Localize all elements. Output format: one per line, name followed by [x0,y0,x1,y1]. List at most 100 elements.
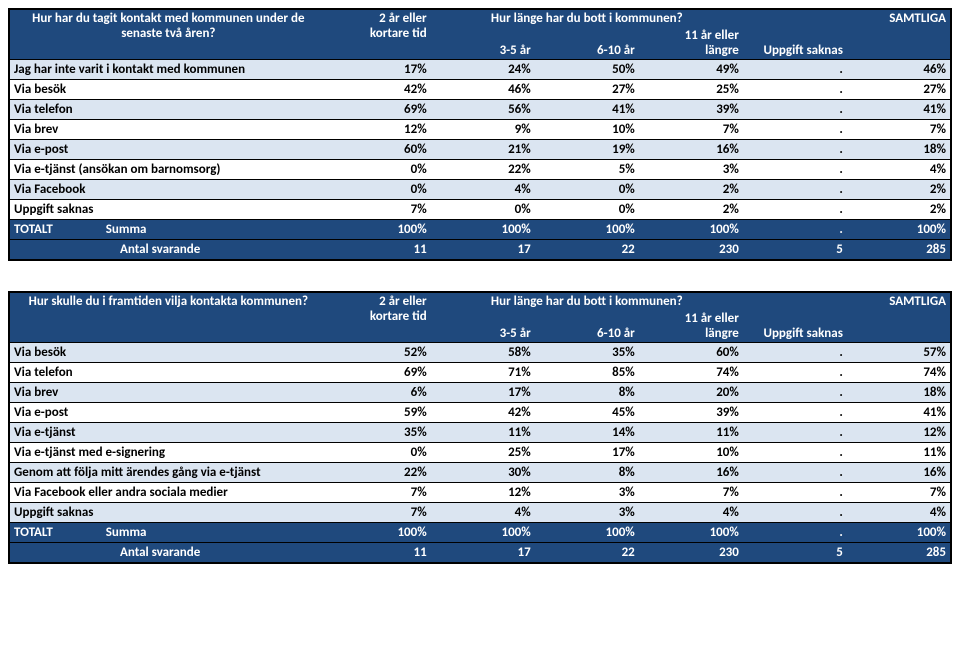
t1-total: 7% [847,120,951,140]
t1-cell: 19% [535,140,639,160]
t1-antal-row: Antal svarande 11 17 22 230 5 285 [9,240,951,261]
t1-cell: . [743,120,847,140]
t2-cell: 8% [535,383,639,403]
t1-row-label: Via e-tjänst (ansökan om barnomsorg) [9,160,327,180]
t2-total: 74% [847,363,951,383]
t2-summa-1: 100% [431,523,535,543]
t1-row-label: Via e-post [9,140,327,160]
t1-cell: 12% [327,120,431,140]
t2-antal-4: 5 [743,543,847,564]
t2-row-label: Uppgift saknas [9,503,327,523]
t2-antal-2: 22 [535,543,639,564]
t1-col2: 6-10 år [535,27,639,60]
t1-cell: . [743,60,847,80]
t1-cell: 10% [535,120,639,140]
t2-cell: 74% [639,363,743,383]
t1-antal-label: Antal svarande [9,240,327,261]
table-row: Genom att följa mitt ärendes gång via e-… [9,463,951,483]
table-row: Via brev12%9%10%7%.7% [9,120,951,140]
t1-cell: 22% [431,160,535,180]
t1-cell: 0% [431,200,535,220]
t2-cell: 8% [535,463,639,483]
t2-row-label: Genom att följa mitt ärendes gång via e-… [9,463,327,483]
t2-antal-t: 285 [847,543,951,564]
t1-cell: 69% [327,100,431,120]
t2-cell: 17% [431,383,535,403]
t2-summa-t: 100% [847,523,951,543]
table-row: Via e-tjänst med e-signering0%25%17%10%.… [9,443,951,463]
t1-samtliga: SAMTLIGA [847,9,951,27]
t1-col4: Uppgift saknas [743,27,847,60]
t1-cell: . [743,80,847,100]
t2-antal-row: Antal svarande 11 17 22 230 5 285 [9,543,951,564]
t1-antal-1: 17 [431,240,535,261]
t1-cell: 39% [639,100,743,120]
table-row: Via besök42%46%27%25%.27% [9,80,951,100]
t1-cell: 16% [639,140,743,160]
t2-col3-l2: längre [643,326,739,341]
t1-summa-3: 100% [639,220,743,240]
t1-question: Hur har du tagit kontakt med kommunen un… [9,9,327,60]
t1-summa-label: Summa [106,222,147,237]
t1-top-header: Hur länge har du bott i kommunen? [431,9,743,27]
table-row: Via e-post60%21%19%16%.18% [9,140,951,160]
table-row: Via telefon69%71%85%74%.74% [9,363,951,383]
t1-row-label: Jag har inte varit i kontakt med kommune… [9,60,327,80]
t1-summa-row: TOTALT Summa 100% 100% 100% 100% . 100% [9,220,951,240]
t2-cell: 35% [327,423,431,443]
t1-cell: 4% [431,180,535,200]
t1-col3-l1: 11 år eller [643,28,739,43]
t1-col1: 3-5 år [431,27,535,60]
t2-row-label: Via e-tjänst [9,423,327,443]
t2-total: 16% [847,463,951,483]
table-row: Uppgift saknas7%0%0%2%.2% [9,200,951,220]
t2-cell: 7% [327,503,431,523]
t1-cell: 49% [639,60,743,80]
t1-cell: . [743,200,847,220]
t2-total: 41% [847,403,951,423]
t2-cell: . [743,343,847,363]
t2-cell: 7% [639,483,743,503]
t1-col5-blank [743,9,847,27]
t1-total-label: TOTALT [14,222,53,237]
table-row: Via Facebook0%4%0%2%.2% [9,180,951,200]
t2-summa-3: 100% [639,523,743,543]
t2-row-label: Via e-post [9,403,327,423]
t2-cell: 17% [535,443,639,463]
t2-cell: 85% [535,363,639,383]
table-row: Via e-tjänst35%11%14%11%.12% [9,423,951,443]
t2-cell: 11% [639,423,743,443]
t2-cell: . [743,483,847,503]
t2-col0-l1: 2 år eller [331,294,427,309]
t2-cell: 20% [639,383,743,403]
t1-col5 [847,27,951,60]
t2-summa-label: Summa [106,525,147,540]
t1-col3: 11 år eller längre [639,27,743,60]
t2-cell: . [743,443,847,463]
t1-cell: . [743,160,847,180]
t2-total: 7% [847,483,951,503]
t1-cell: 50% [535,60,639,80]
t2-cell: . [743,383,847,403]
t2-col4: Uppgift saknas [743,310,847,343]
t2-antal-label: Antal svarande [9,543,327,564]
t1-cell: 0% [535,200,639,220]
t2-cell: 0% [327,443,431,463]
t1-row-label: Via besök [9,80,327,100]
t1-cell: 0% [327,180,431,200]
t2-col1: 3-5 år [431,310,535,343]
t2-cell: 14% [535,423,639,443]
t1-cell: 17% [327,60,431,80]
t2-col0: 2 år eller kortare tid [327,292,431,343]
t1-row-label: Via brev [9,120,327,140]
t2-total: 11% [847,443,951,463]
t1-cell: 0% [535,180,639,200]
table-contact-past: Hur har du tagit kontakt med kommunen un… [8,8,952,261]
t1-summa-t: 100% [847,220,951,240]
t2-cell: . [743,503,847,523]
t1-row-label: Uppgift saknas [9,200,327,220]
t2-cell: 59% [327,403,431,423]
t2-top-header: Hur länge har du bott i kommunen? [431,292,743,310]
table-row: Via e-tjänst (ansökan om barnomsorg)0%22… [9,160,951,180]
t1-cell: 21% [431,140,535,160]
